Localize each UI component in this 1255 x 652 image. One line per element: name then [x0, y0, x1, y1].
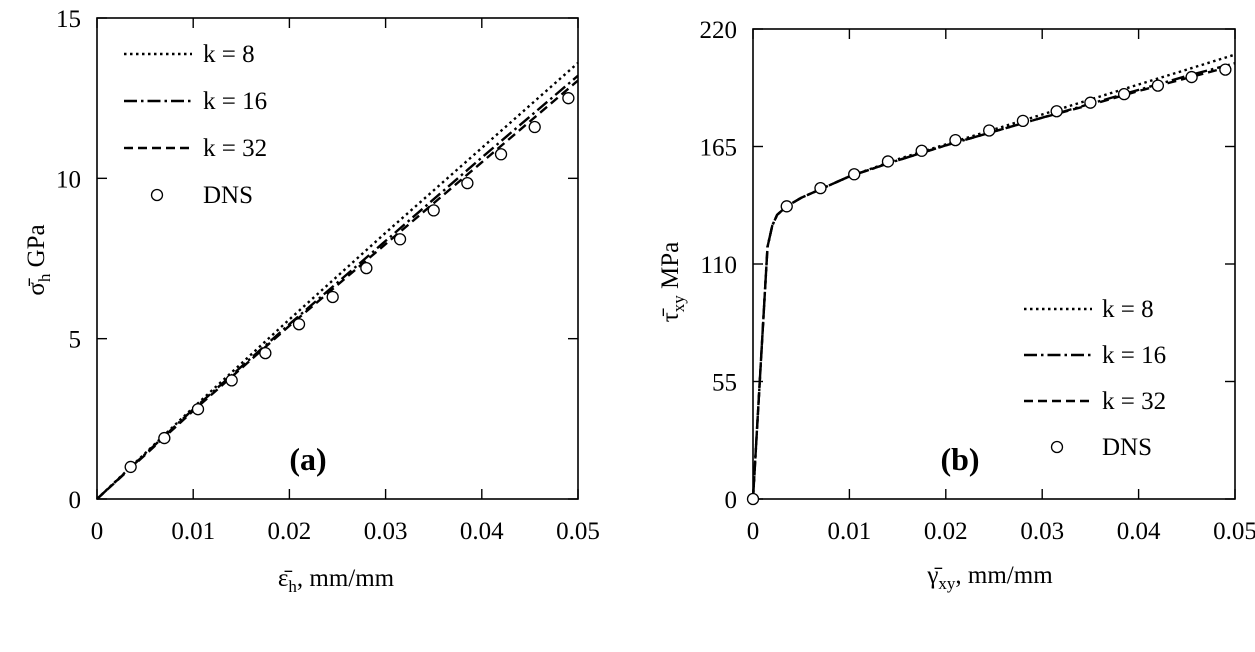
dns-marker: [1151, 79, 1165, 92]
dns-marker: [191, 403, 205, 416]
dns-marker: [915, 144, 928, 157]
dns-marker: [427, 204, 440, 217]
panel-label-b: (b): [940, 441, 979, 477]
dns-marker: [326, 290, 339, 304]
dns-marker: [881, 155, 895, 168]
dns-marker: [562, 92, 575, 105]
x-tick-label: 0.01: [171, 518, 215, 545]
series-line-k-8: [751, 53, 1236, 500]
legend-marker-dns: [1050, 440, 1064, 454]
panel-label-a: (a): [289, 441, 326, 477]
plot-frame: [752, 28, 1236, 500]
dns-marker: [1117, 88, 1131, 101]
dns-marker: [1050, 105, 1063, 118]
legend-label: k = 8: [1102, 296, 1154, 323]
x-tick-label: 0.05: [556, 518, 600, 545]
legend-label: k = 16: [1102, 342, 1166, 369]
dns-marker: [393, 233, 407, 246]
legend-label: k = 8: [203, 41, 255, 68]
legend-label: k = 32: [1102, 388, 1166, 415]
dns-marker: [1016, 114, 1030, 128]
series-line-k-16: [96, 74, 579, 500]
dns-marker: [1219, 63, 1232, 76]
x-tick-label: 0.04: [1117, 518, 1161, 545]
x-tick-label: 0.03: [1020, 518, 1064, 545]
x-tick-label: 0.02: [924, 518, 968, 545]
chart-panel-a: σ̄h GPa ε̄h, mm/mm (a) 0 0.01 0.02 0.03 0.04…: [23, 6, 600, 596]
dns-marker: [158, 431, 171, 445]
chart-panel-b: τ̄xy MPa γ̄xy, mm/mm (b) 0 0.01 0.02 0.03 0.…: [657, 17, 1255, 593]
y-tick-label: 15: [56, 6, 81, 33]
legend-marker-dns: [150, 188, 164, 202]
y-tick-label: 0: [69, 487, 82, 514]
dns-marker: [814, 182, 827, 195]
legend-label: k = 16: [203, 88, 267, 115]
series-line-k-32: [96, 79, 579, 500]
series-line-k-8: [96, 62, 579, 500]
dns-marker: [461, 176, 474, 190]
plot-frame: [96, 17, 579, 500]
legend-label: k = 32: [203, 135, 267, 162]
dns-marker: [225, 374, 238, 387]
dns-marker: [746, 492, 760, 506]
dns-marker: [494, 148, 508, 161]
x-axis-label-b: γ̄xy, mm/mm: [926, 562, 1053, 593]
x-tick-label: 0: [91, 518, 104, 545]
dns-marker: [949, 133, 962, 147]
x-tick-label: 0.05: [1213, 518, 1255, 545]
dns-marker: [528, 120, 541, 134]
y-tick-label: 10: [56, 166, 81, 193]
x-tick-label: 0.01: [828, 518, 872, 545]
dns-marker: [983, 124, 996, 137]
y-tick-label: 110: [700, 252, 737, 279]
y-axis-label-a: σ̄h GPa: [23, 224, 54, 295]
dns-marker: [1185, 70, 1198, 84]
dns-marker: [1084, 96, 1097, 109]
dns-marker: [259, 346, 272, 360]
legend-label: DNS: [1102, 434, 1152, 461]
dns-marker: [848, 168, 861, 181]
y-tick-label: 220: [700, 17, 738, 44]
dns-marker: [124, 460, 137, 474]
x-tick-label: 0.02: [268, 518, 312, 545]
y-tick-label: 165: [700, 135, 738, 162]
dns-marker: [780, 200, 793, 213]
dns-marker: [360, 261, 373, 275]
legend-label: DNS: [203, 182, 253, 209]
x-axis-label-a: ε̄h, mm/mm: [278, 565, 395, 596]
y-tick-label: 55: [712, 370, 737, 397]
x-tick-label: 0: [747, 518, 760, 545]
y-tick-label: 5: [69, 327, 82, 354]
y-tick-label: 0: [725, 487, 738, 514]
y-axis-label-b: τ̄xy MPa: [657, 242, 688, 323]
x-tick-label: 0.03: [364, 518, 408, 545]
x-tick-label: 0.04: [460, 518, 504, 545]
dns-marker: [292, 318, 306, 331]
series-line-k-32: [751, 64, 1236, 500]
